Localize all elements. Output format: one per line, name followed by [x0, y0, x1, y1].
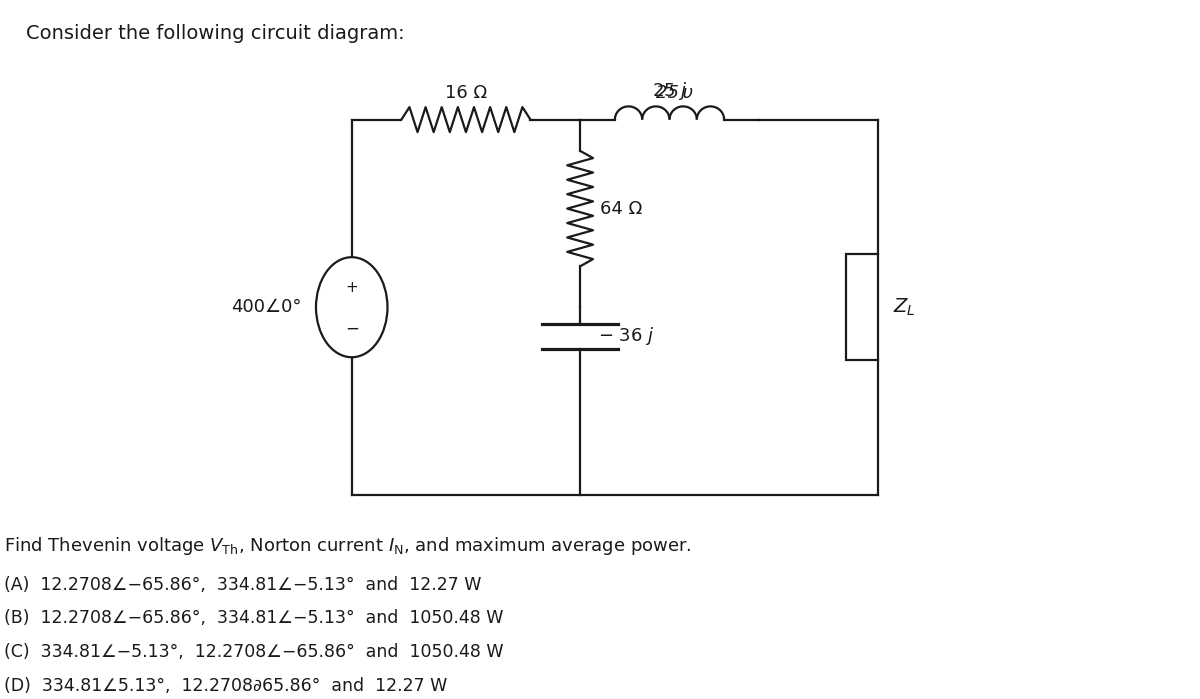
Ellipse shape: [316, 257, 388, 357]
Text: − 36 $j$: − 36 $j$: [598, 325, 654, 347]
Text: Find Thevenin voltage $V_{\rm Th}$, Norton current $I_{\rm N}$, and maximum aver: Find Thevenin voltage $V_{\rm Th}$, Nort…: [4, 535, 691, 557]
Text: 400∠0°: 400∠0°: [230, 298, 301, 316]
Text: 16 Ω: 16 Ω: [445, 85, 487, 102]
Text: (A)  12.2708∠−65.86°,  334.81∠−5.13°  and  12.27 W: (A) 12.2708∠−65.86°, 334.81∠−5.13° and 1…: [4, 575, 481, 593]
FancyBboxPatch shape: [846, 254, 878, 360]
Text: (D)  334.81∠5.13°,  12.2708∂65.86°  and  12.27 W: (D) 334.81∠5.13°, 12.2708∂65.86° and 12.…: [4, 677, 448, 695]
Text: $Z_L$: $Z_L$: [893, 296, 916, 318]
Text: −: −: [344, 319, 359, 338]
Text: Consider the following circuit diagram:: Consider the following circuit diagram:: [26, 24, 406, 43]
Text: (C)  334.81∠−5.13°,  12.2708∠−65.86°  and  1050.48 W: (C) 334.81∠−5.13°, 12.2708∠−65.86° and 1…: [4, 643, 504, 661]
Text: +: +: [346, 280, 358, 296]
Text: 25 $j$: 25 $j$: [652, 80, 688, 102]
Text: 25 υ: 25 υ: [656, 85, 692, 102]
Text: (B)  12.2708∠−65.86°,  334.81∠−5.13°  and  1050.48 W: (B) 12.2708∠−65.86°, 334.81∠−5.13° and 1…: [4, 610, 504, 627]
Text: 64 Ω: 64 Ω: [600, 200, 642, 217]
